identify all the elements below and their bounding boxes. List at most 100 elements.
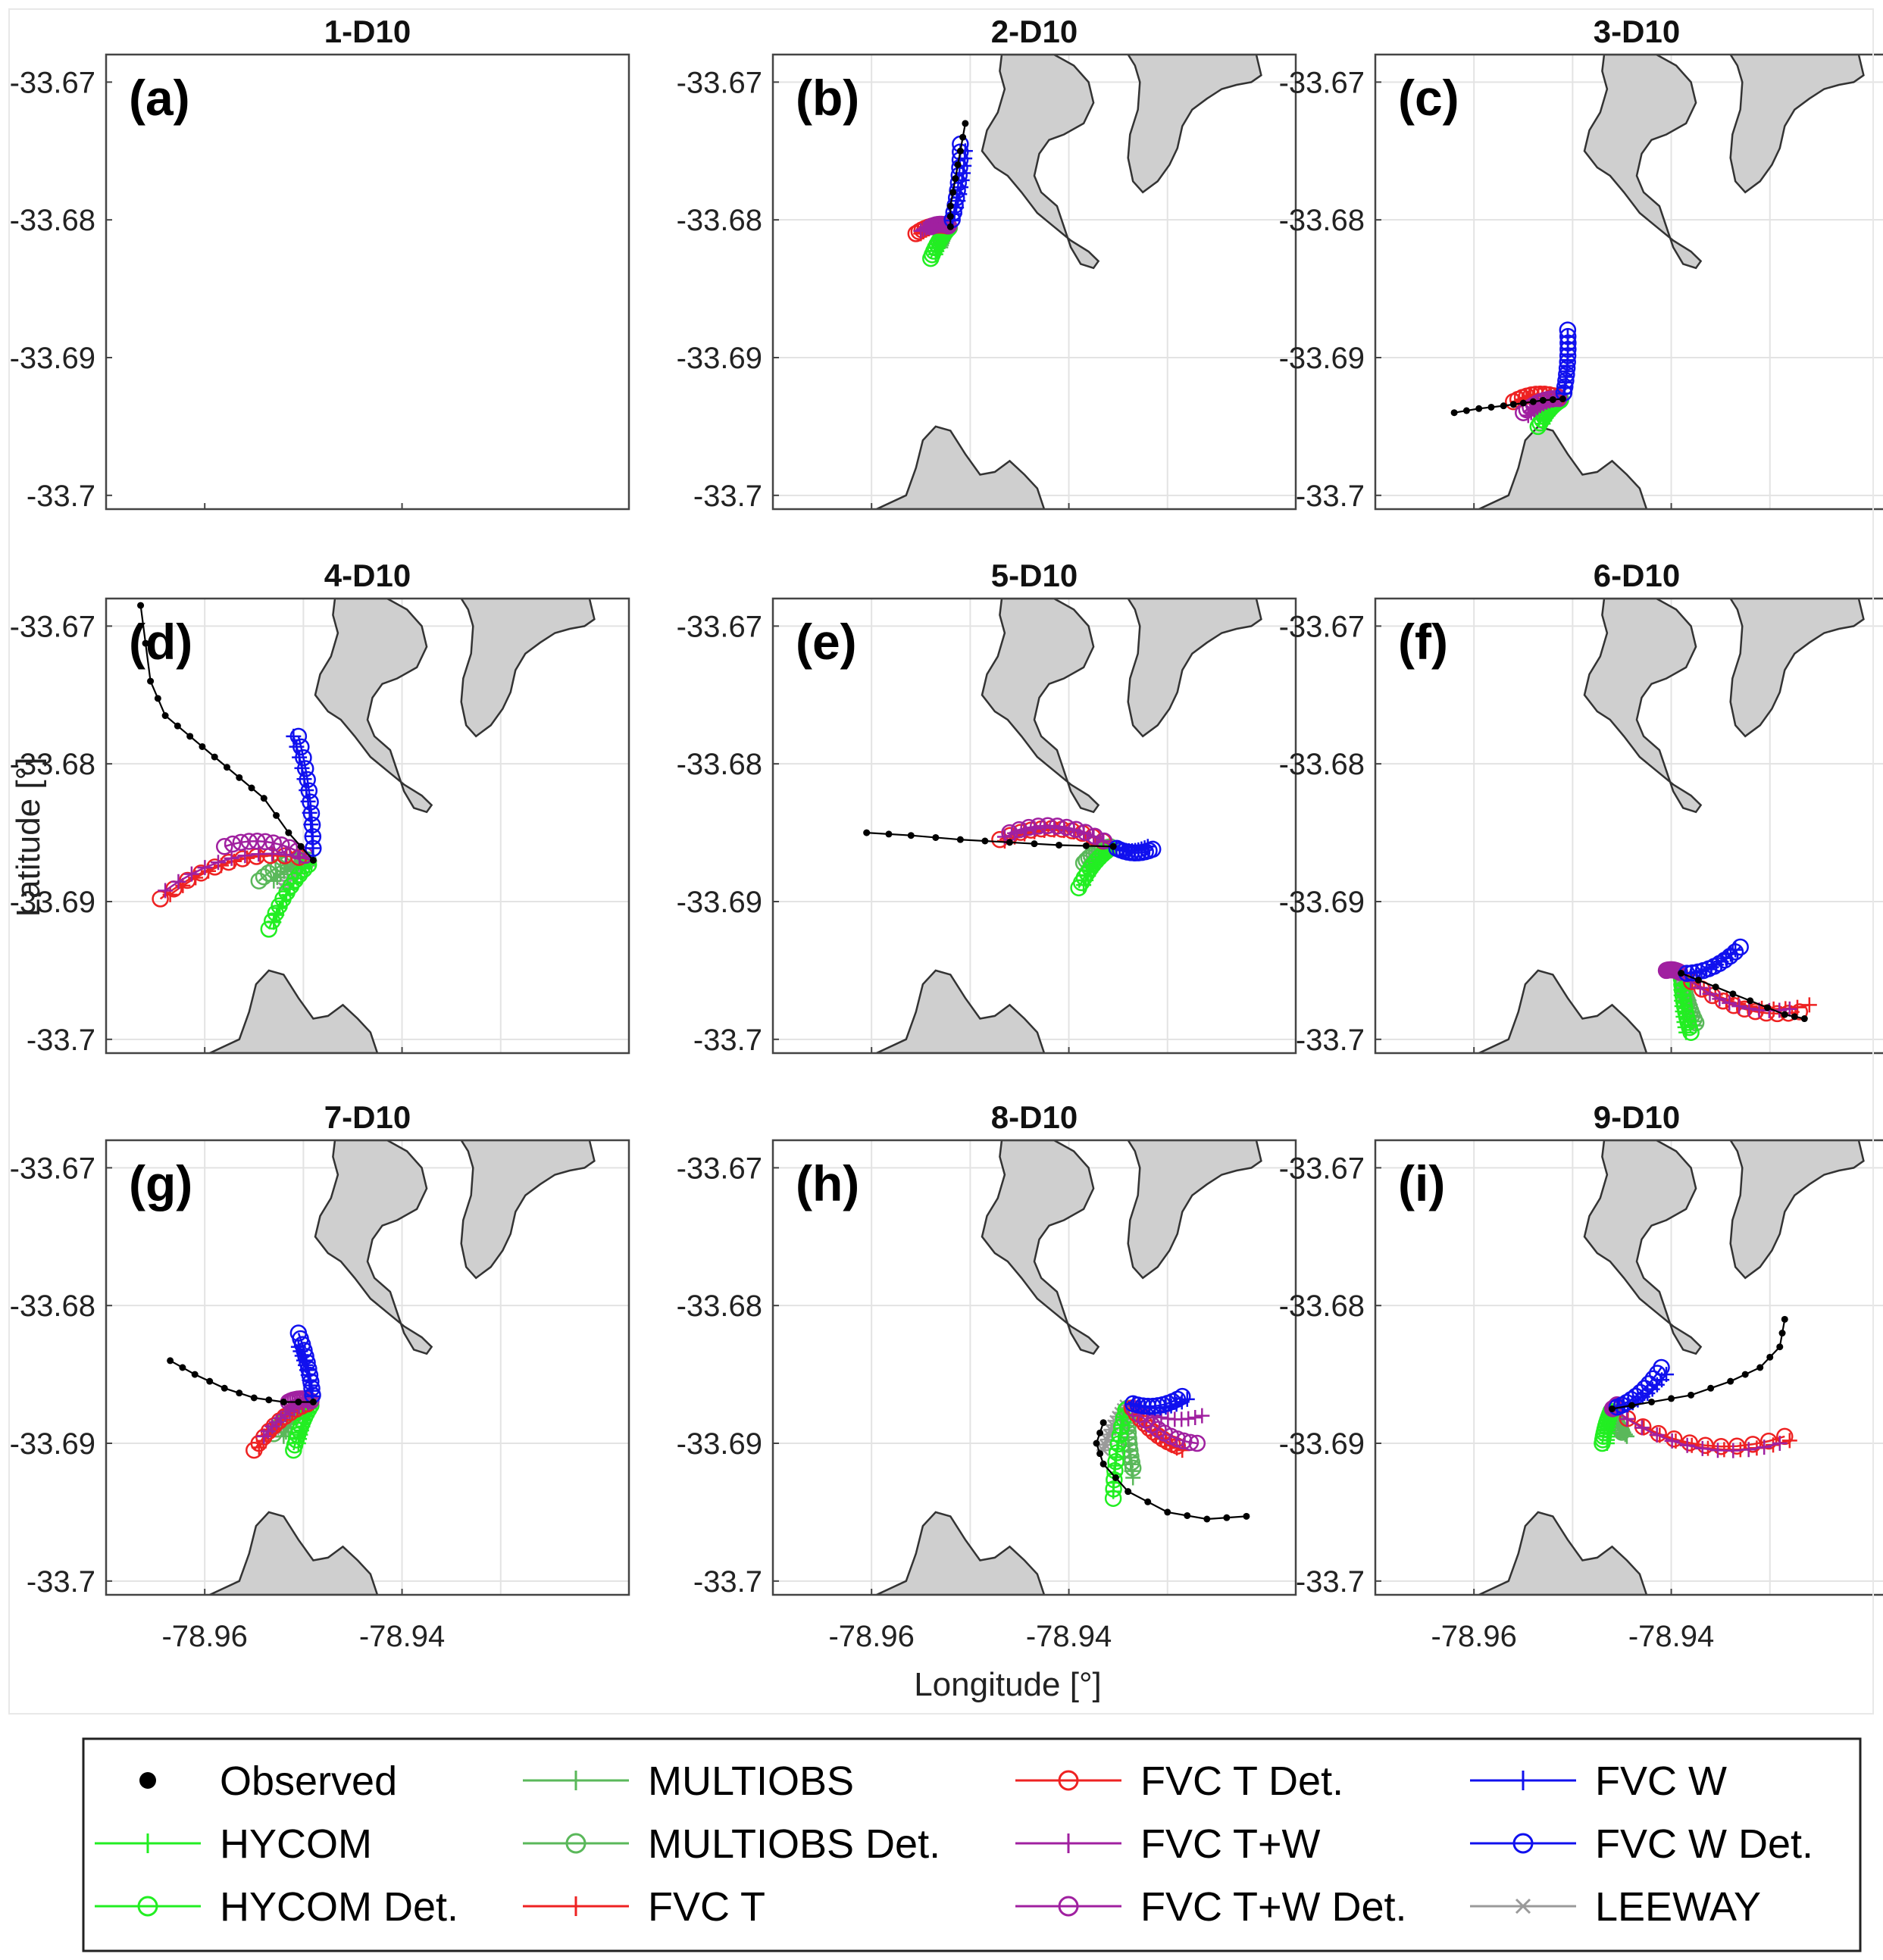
marker-plus <box>290 1339 306 1355</box>
observed-point <box>221 1384 228 1392</box>
marker-plus <box>1124 1463 1140 1479</box>
marker-circle <box>1657 961 1675 980</box>
legend-label: MULTIOBS <box>648 1758 854 1804</box>
y-tick-label: -33.67 <box>677 66 762 99</box>
legend-item: LEEWAY <box>1470 1884 1761 1930</box>
observed-point <box>295 1398 302 1405</box>
legend-label: LEEWAY <box>1595 1884 1761 1930</box>
marker-plus <box>276 864 292 880</box>
marker-plus <box>930 240 946 256</box>
observed-point <box>1778 1330 1786 1337</box>
north-landmass <box>1583 1140 1703 1355</box>
north-landmass <box>981 599 1100 814</box>
marker-circle <box>232 833 250 852</box>
marker-plus <box>953 180 969 195</box>
y-tick-label: -33.68 <box>1279 1289 1365 1323</box>
marker-plus <box>1123 1456 1139 1472</box>
legend-marker-plus <box>566 1896 586 1916</box>
legend-item: FVC T+W Det. <box>1015 1884 1407 1930</box>
plot-frame <box>105 1139 630 1596</box>
marker-plus <box>286 728 302 744</box>
marker-plus <box>1088 856 1104 872</box>
figure-frame <box>8 8 1874 1715</box>
legend-item: Observed <box>139 1758 397 1804</box>
x-tick-label: -78.96 <box>828 1620 914 1653</box>
marker-circle <box>246 1441 263 1459</box>
observed-point <box>1099 1419 1107 1427</box>
observed-point <box>1694 977 1702 984</box>
marker-plus <box>296 771 312 787</box>
marker-plus <box>1619 1411 1635 1427</box>
observed-point <box>1487 403 1495 411</box>
observed-point <box>1729 990 1737 998</box>
marker-plus <box>1535 416 1551 432</box>
observed-point <box>1112 1474 1119 1481</box>
panel-3: -33.67 -33.68 -33.69 -33.7 3-D10 (c) <box>1279 14 1883 513</box>
observed-point <box>280 1398 287 1405</box>
panel-letter: (f) <box>1398 614 1448 670</box>
trajectory-fvc-t <box>162 848 314 902</box>
legend-label: FVC W Det. <box>1595 1821 1813 1867</box>
legend-marker-circle <box>137 1896 158 1917</box>
y-tick-label: -33.67 <box>10 1152 95 1185</box>
marker-plus <box>1694 1440 1710 1456</box>
y-tick-label: -33.7 <box>27 1024 95 1057</box>
y-tick-label: -33.69 <box>1279 342 1365 375</box>
south-landmass <box>876 1511 1046 1595</box>
observed-point <box>863 829 871 836</box>
marker-plus <box>278 847 294 863</box>
x-tick-label: -78.96 <box>1431 1620 1516 1653</box>
x-tick-label: -78.94 <box>359 1620 445 1653</box>
y-tick-label: -33.68 <box>1279 748 1365 781</box>
plot-frame <box>105 53 630 511</box>
panel-letter: (e) <box>796 614 857 670</box>
y-tick-label: -33.68 <box>1279 204 1365 237</box>
marker-plus <box>227 853 242 869</box>
marker-circle <box>1175 1432 1193 1450</box>
marker-plus <box>1537 413 1553 429</box>
plot-content <box>773 55 1296 509</box>
plot-frame <box>105 597 630 1055</box>
observed-point <box>191 1371 199 1378</box>
panel-letter: (i) <box>1398 1155 1445 1211</box>
marker-plus <box>1616 1424 1631 1440</box>
north-landmass <box>314 599 433 814</box>
y-tick-label: -33.7 <box>693 1565 762 1599</box>
plot-content <box>106 599 629 1053</box>
marker-plus <box>237 848 253 864</box>
observed-point <box>946 202 954 210</box>
panel-5: -33.67 -33.68 -33.69 -33.7 5-D10 (e) <box>677 558 1297 1057</box>
observed-point <box>1203 1515 1211 1523</box>
observed-point <box>1109 842 1117 850</box>
panel-title: 5-D10 <box>991 558 1078 593</box>
observed-point <box>297 842 305 850</box>
observed-point <box>248 784 255 792</box>
marker-plus <box>1187 1410 1203 1426</box>
marker-circle <box>1650 1424 1667 1443</box>
marker-plus <box>239 850 255 866</box>
observed-point <box>1559 395 1566 403</box>
marker-plus <box>1112 1425 1128 1441</box>
observed-point <box>250 1394 258 1402</box>
observed-point <box>142 639 149 647</box>
marker-plus <box>183 866 199 882</box>
observed-point <box>223 764 230 771</box>
observed-point <box>956 836 964 843</box>
y-tick-label: -33.68 <box>677 1289 762 1323</box>
panel-title: 2-D10 <box>991 14 1078 49</box>
y-tick-label: -33.69 <box>677 342 762 375</box>
marker-plus <box>1134 841 1150 857</box>
trajectory-hycom <box>266 856 317 930</box>
observed-point <box>1099 1460 1107 1468</box>
south-landmass <box>209 969 379 1053</box>
plot-content <box>1375 55 1883 509</box>
marker-plus <box>303 817 319 833</box>
marker-plus <box>1649 1427 1665 1443</box>
observed-point <box>174 722 181 730</box>
observed-point <box>962 120 969 127</box>
observed-point <box>1450 409 1458 417</box>
observed-point <box>1006 839 1013 846</box>
observed-point <box>946 213 954 220</box>
y-tick-label: -33.67 <box>677 610 762 643</box>
marker-plus <box>1017 823 1033 839</box>
